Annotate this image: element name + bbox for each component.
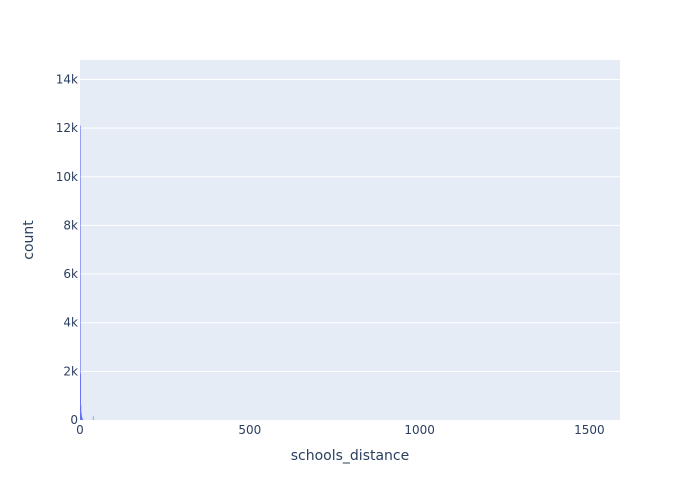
y-axis-title: count: [21, 220, 37, 260]
y-tick-label: 2k: [63, 364, 78, 378]
y-tick-label: 10k: [56, 170, 78, 184]
histogram-bar[interactable]: [81, 417, 83, 420]
histogram-bar[interactable]: [80, 373, 81, 420]
histogram-bar[interactable]: [92, 416, 94, 420]
y-tick-label: 14k: [56, 72, 78, 86]
plot-area: [80, 60, 620, 420]
y-tick-label: 0: [70, 413, 78, 427]
x-axis-title: schools_distance: [291, 448, 410, 464]
y-tick-label: 4k: [63, 316, 78, 330]
y-tick-label: 12k: [56, 121, 78, 135]
gridlines: [80, 78, 620, 372]
x-tick-label: 1000: [404, 423, 435, 437]
x-tick-label: 1500: [574, 423, 605, 437]
histogram-bar[interactable]: [82, 418, 83, 420]
y-axis-ticks: 0 2k 4k 6k 8k 10k 12k 14k: [56, 72, 78, 427]
histogram-bar[interactable]: [81, 412, 82, 420]
x-tick-label: 500: [238, 423, 261, 437]
histogram-bar[interactable]: [80, 125, 81, 421]
x-axis-ticks: 0 500 1000 1500: [76, 423, 605, 437]
histogram-bar[interactable]: [81, 415, 82, 420]
x-tick-label: 0: [76, 423, 84, 437]
histogram-bars: [80, 125, 94, 421]
histogram-bar[interactable]: [82, 419, 83, 420]
y-tick-label: 6k: [63, 267, 78, 281]
y-tick-label: 8k: [63, 218, 78, 232]
histogram-bar[interactable]: [80, 405, 82, 420]
